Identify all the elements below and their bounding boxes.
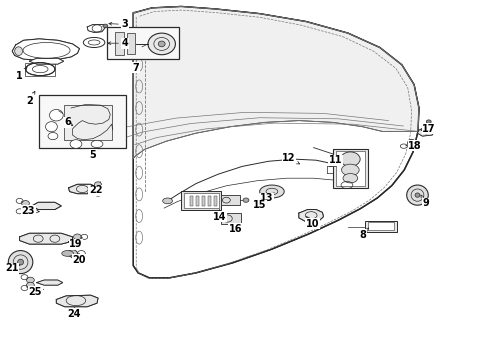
Ellipse shape <box>342 164 359 176</box>
Polygon shape <box>25 63 55 76</box>
Ellipse shape <box>328 161 338 167</box>
Bar <box>181 191 221 210</box>
Text: 19: 19 <box>68 239 83 249</box>
Text: 24: 24 <box>68 307 81 319</box>
Text: 17: 17 <box>421 123 436 134</box>
Text: 23: 23 <box>22 206 39 216</box>
Text: 9: 9 <box>421 195 430 208</box>
Ellipse shape <box>68 250 77 257</box>
Bar <box>196 196 199 206</box>
Ellipse shape <box>341 152 360 166</box>
Polygon shape <box>87 24 105 32</box>
Polygon shape <box>32 202 61 210</box>
Ellipse shape <box>260 185 284 198</box>
Text: 13: 13 <box>260 193 274 203</box>
Ellipse shape <box>46 122 57 132</box>
Text: 10: 10 <box>306 216 319 229</box>
Bar <box>365 221 397 232</box>
Ellipse shape <box>243 198 249 202</box>
Bar <box>127 33 135 54</box>
Ellipse shape <box>74 234 81 240</box>
Ellipse shape <box>95 182 101 187</box>
Text: 25: 25 <box>28 287 43 297</box>
Ellipse shape <box>163 198 172 204</box>
Ellipse shape <box>18 259 24 265</box>
Polygon shape <box>133 6 419 158</box>
Polygon shape <box>37 280 63 285</box>
FancyBboxPatch shape <box>107 27 179 59</box>
Ellipse shape <box>22 206 29 212</box>
Text: 21: 21 <box>5 263 20 273</box>
Polygon shape <box>299 210 323 222</box>
Text: 16: 16 <box>228 224 242 234</box>
Ellipse shape <box>8 251 33 274</box>
Text: 18: 18 <box>408 141 422 151</box>
Ellipse shape <box>158 41 165 47</box>
Text: 2: 2 <box>26 91 35 106</box>
Polygon shape <box>56 295 98 307</box>
Polygon shape <box>133 6 419 278</box>
Ellipse shape <box>148 33 175 55</box>
Ellipse shape <box>95 191 101 196</box>
Ellipse shape <box>343 174 358 183</box>
FancyBboxPatch shape <box>39 95 126 148</box>
Polygon shape <box>29 58 64 64</box>
Ellipse shape <box>426 120 431 123</box>
Ellipse shape <box>26 277 34 283</box>
Bar <box>368 222 394 230</box>
Text: 8: 8 <box>359 228 368 240</box>
Polygon shape <box>12 39 79 60</box>
Ellipse shape <box>70 140 82 148</box>
Text: 3: 3 <box>109 19 128 30</box>
Ellipse shape <box>26 282 34 288</box>
Bar <box>64 105 112 140</box>
Text: 4: 4 <box>108 38 128 48</box>
Ellipse shape <box>49 109 63 121</box>
Bar <box>221 213 241 224</box>
Bar <box>214 196 217 206</box>
Bar <box>333 149 368 188</box>
Text: 5: 5 <box>90 148 97 160</box>
Ellipse shape <box>15 47 23 55</box>
Polygon shape <box>69 184 97 194</box>
Text: 14: 14 <box>213 210 226 222</box>
Ellipse shape <box>103 24 108 28</box>
Bar <box>208 196 211 206</box>
Ellipse shape <box>48 132 58 140</box>
Bar <box>336 151 365 186</box>
Text: 7: 7 <box>133 63 140 73</box>
Bar <box>221 195 240 205</box>
Bar <box>202 196 205 206</box>
Ellipse shape <box>91 140 103 148</box>
Ellipse shape <box>415 193 420 197</box>
Ellipse shape <box>407 185 428 205</box>
Ellipse shape <box>408 139 416 147</box>
Bar <box>115 32 124 55</box>
Text: 22: 22 <box>88 185 102 195</box>
Polygon shape <box>20 233 73 244</box>
Bar <box>190 196 193 206</box>
Ellipse shape <box>22 201 29 206</box>
Text: 15: 15 <box>252 200 267 210</box>
Ellipse shape <box>62 251 74 256</box>
Bar <box>184 193 219 208</box>
Text: 12: 12 <box>282 153 299 164</box>
Polygon shape <box>417 127 435 136</box>
Text: 11: 11 <box>329 155 343 167</box>
Text: 6: 6 <box>64 117 73 127</box>
Text: 20: 20 <box>72 255 86 265</box>
Text: 1: 1 <box>16 67 27 81</box>
